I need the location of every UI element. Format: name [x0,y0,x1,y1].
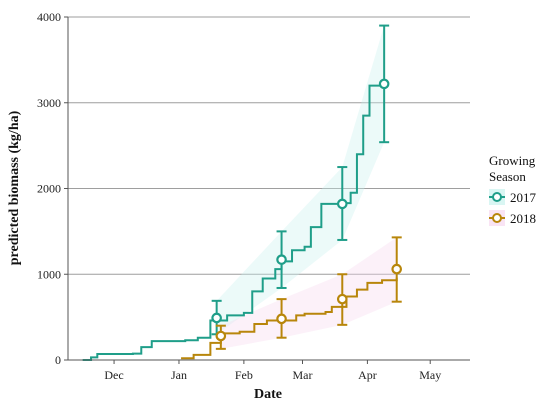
x-tick-label-apr: Apr [358,368,377,382]
legend-label-2017: 2017 [510,190,537,205]
x-tick-label-mar: Mar [293,368,313,382]
y-axis-title: predicted biomass (kg/ha) [7,110,22,265]
x-tick-label-may: May [419,368,441,382]
data-point-2018-0 [215,330,227,342]
points [211,78,403,342]
ribbon-2018-0 [220,299,282,349]
x-axis-title: Date [254,387,282,402]
data-point-2017-1 [276,254,287,265]
data-point-2017-0 [211,312,222,324]
legend-title-line-1: Season [489,169,526,184]
y-tick-label-3000: 3000 [37,96,61,110]
legend-title-line-0: Growing [489,153,536,168]
ribbon-2018-1 [281,274,343,338]
legend-label-2018: 2018 [510,211,536,226]
y-tick-label-4000: 4000 [37,10,61,24]
x-tick-label-jan: Jan [171,368,187,382]
ribbons [216,25,397,349]
y-tick-label-0: 0 [55,353,61,367]
ribbon-2018-2 [342,237,397,325]
data-point-2018-1 [276,313,287,325]
data-point-2017-2 [336,198,348,210]
legend-swatch-point-2017 [492,192,502,202]
x-tick-label-feb: Feb [235,368,253,382]
x-tick-label-dec: Dec [104,368,123,382]
series-line-2017 [82,84,386,361]
axes [64,16,470,364]
y-tick-label-1000: 1000 [37,267,61,281]
ribbon-2017-0 [216,231,282,335]
legend-swatch-point-2018 [492,213,502,223]
data-point-2018-2 [336,293,348,305]
data-point-2017-3 [378,78,390,90]
grid-lines [68,16,470,275]
tick-labels: 0 1000 2000 3000 4000 Dec Jan Feb Mar Apr May [37,10,441,382]
y-tick-label-2000: 2000 [37,182,61,196]
data-point-2018-3 [391,263,403,275]
